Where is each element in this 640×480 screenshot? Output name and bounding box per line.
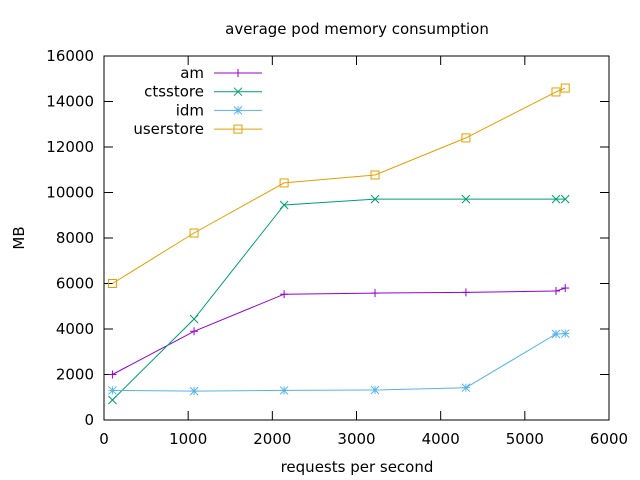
data-point-ctsstore xyxy=(370,194,380,204)
x-tick-label: 4000 xyxy=(422,430,460,448)
ticks: 0 1000 2000 3000 4000 5000 6000 0 2000 4000 6000 80… xyxy=(46,47,628,448)
data-point-idm xyxy=(461,383,471,393)
series-idm xyxy=(108,329,570,396)
data-point-idm xyxy=(560,329,570,338)
data-point-userstore xyxy=(551,87,561,97)
data-point-am xyxy=(371,289,380,298)
series-am xyxy=(108,284,570,379)
legend-marker xyxy=(233,87,243,97)
data-point-ctsstore xyxy=(551,194,561,204)
x-tick-label: 0 xyxy=(99,430,109,448)
x-tick-label: 6000 xyxy=(590,430,628,448)
x-tick-label: 3000 xyxy=(337,430,375,448)
data-point-userstore xyxy=(370,170,380,180)
series-line-idm xyxy=(112,333,566,392)
series-line-userstore xyxy=(112,87,566,284)
data-point-ctsstore xyxy=(189,314,199,324)
data-point-am xyxy=(551,287,560,296)
y-tick-label: 8000 xyxy=(56,229,94,247)
legend-marker xyxy=(233,124,243,134)
data-point-idm xyxy=(370,385,380,395)
series-line-ctsstore xyxy=(112,198,566,401)
data-point-idm xyxy=(551,329,561,339)
data-point-am xyxy=(461,288,470,297)
legend-marker xyxy=(234,69,242,77)
y-tick-label: 14000 xyxy=(46,93,94,111)
y-tick-label: 4000 xyxy=(56,320,94,338)
data-point-ctsstore xyxy=(461,194,471,204)
legend-marker xyxy=(233,106,243,115)
x-tick-label: 1000 xyxy=(169,430,207,448)
y-tick-label: 6000 xyxy=(56,275,94,293)
legend-label: ctsstore xyxy=(144,83,204,101)
data-point-userstore xyxy=(189,228,199,238)
data-point-idm xyxy=(279,386,289,395)
data-point-idm xyxy=(108,386,117,395)
legend-label: userstore xyxy=(133,120,204,138)
data-point-userstore xyxy=(461,133,471,143)
legend-label: am xyxy=(180,64,204,82)
data-point-ctsstore xyxy=(279,200,289,210)
x-axis-label: requests per second xyxy=(281,458,434,476)
series-line-am xyxy=(112,287,566,375)
legend-item-ctsstore: ctsstore xyxy=(144,83,262,101)
data-point-idm xyxy=(189,386,199,396)
y-tick-label: 2000 xyxy=(56,366,94,384)
data-point-ctsstore xyxy=(108,395,117,405)
data-point-userstore xyxy=(107,279,117,288)
chart-title: average pod memory consumption xyxy=(225,20,489,38)
series-ctsstore xyxy=(108,194,570,405)
legend-item-userstore: userstore xyxy=(133,120,262,138)
data-point-ctsstore xyxy=(560,194,570,204)
data-point-am xyxy=(108,370,117,379)
y-axis-label: MB xyxy=(10,226,28,249)
y-tick-label: 10000 xyxy=(46,184,94,202)
data-point-userstore xyxy=(279,178,289,188)
data-point-am xyxy=(280,290,289,299)
y-tick-label: 0 xyxy=(84,411,94,429)
y-tick-label: 16000 xyxy=(46,47,94,65)
data-point-userstore xyxy=(560,83,570,93)
legend-item-am: am xyxy=(180,64,262,82)
legend-item-idm: idm xyxy=(176,101,262,119)
data-point-am xyxy=(190,327,199,336)
x-tick-label: 5000 xyxy=(506,430,544,448)
series-group xyxy=(107,83,570,405)
series-userstore xyxy=(107,83,570,288)
legend-label: idm xyxy=(176,101,204,119)
data-point-am xyxy=(561,284,570,293)
y-tick-label: 12000 xyxy=(46,138,94,156)
x-tick-label: 2000 xyxy=(253,430,291,448)
